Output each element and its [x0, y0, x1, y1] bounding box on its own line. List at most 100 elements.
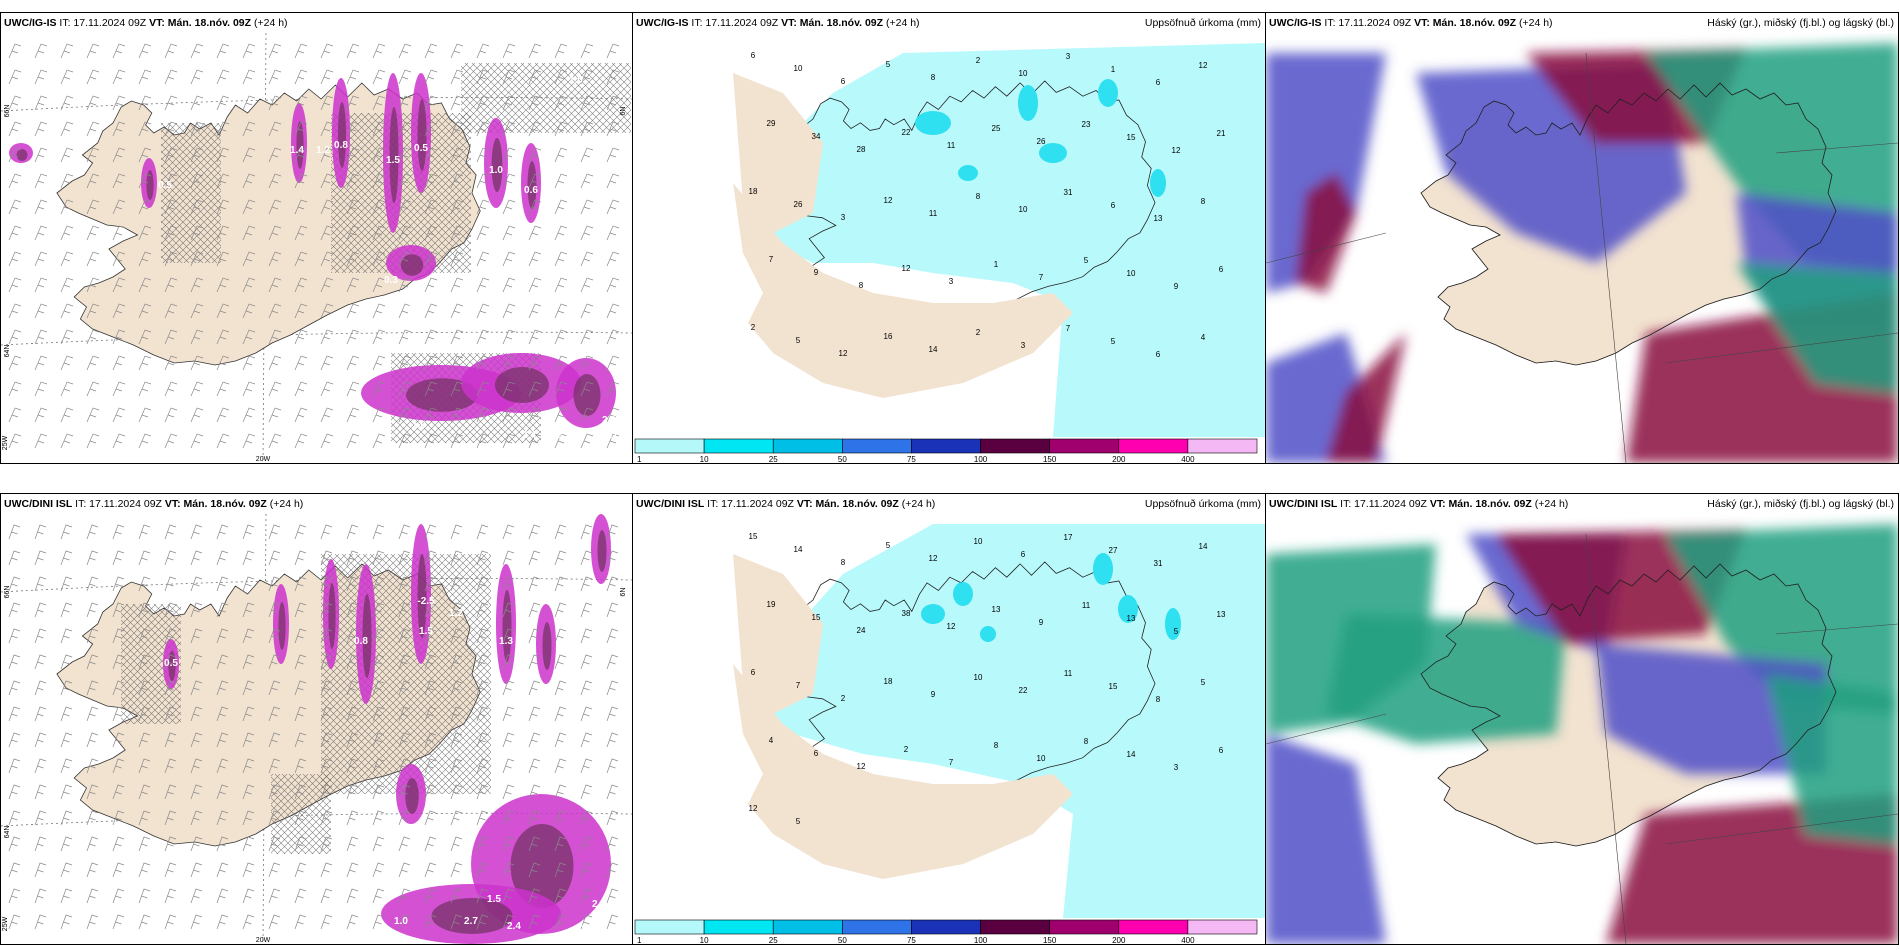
legend-swatch	[634, 438, 705, 454]
precip-heavy-area	[980, 626, 996, 642]
temperature-label: 2.4	[522, 430, 536, 441]
precip-heavy-area	[1039, 143, 1067, 163]
precip-value-label: 18	[884, 677, 893, 686]
wind-barbs	[8, 43, 620, 449]
precip-value-label: 8	[841, 558, 846, 567]
legend-swatch	[772, 919, 843, 935]
precip-value-label: 12	[902, 264, 911, 273]
temperature-label: 0.6	[524, 185, 538, 196]
graticule-label: 25W	[2, 916, 9, 931]
precip-value-label: 17	[1064, 533, 1073, 542]
legend-tick-label: 150	[1043, 936, 1057, 944]
precip-value-label: 12	[857, 762, 866, 771]
precip-value-label: 6	[1219, 265, 1224, 274]
border-lines	[1266, 52, 1898, 463]
precip-value-label: 4	[1201, 333, 1206, 342]
precip-value-label: 12	[839, 349, 848, 358]
hatched-region	[461, 63, 631, 133]
precip-value-label: 10	[974, 673, 983, 682]
precip-value-label: 10	[794, 64, 803, 73]
cloud-field	[1326, 614, 1566, 744]
temperature-contour-core	[597, 530, 607, 572]
precip-value-label: 8	[859, 281, 864, 290]
dry-land-area	[733, 73, 823, 233]
precip-light-area	[763, 524, 1265, 918]
precip-value-label: 6	[1111, 201, 1116, 210]
precip-value-label: 14	[1199, 542, 1208, 551]
precip-value-label: 15	[1109, 682, 1118, 691]
precip-value-label: 2	[751, 323, 756, 332]
legend-swatch	[772, 438, 843, 454]
cloud-field	[1326, 333, 1406, 463]
temp-wind-map: -2.5 1.2 1.5 1.3 0.8 0.5 2.6 1.5 2.7 1.0 -10.0 2.4 6…	[1, 514, 632, 944]
precip-value-label: 7	[949, 758, 954, 767]
precip-value-label: 10	[1019, 69, 1028, 78]
precip-value-label: 6	[751, 51, 756, 60]
legend-tick-label: 25	[769, 455, 778, 463]
temperature-contour-core	[542, 622, 552, 670]
temperature-label: 0.8	[354, 636, 368, 647]
temperature-label: 1.2	[449, 608, 463, 619]
precipitation-map: 1514851210617273114191524381213911135136…	[733, 524, 1265, 918]
precip-value-label: 13	[1154, 214, 1163, 223]
precip-value-label: 2	[976, 56, 981, 65]
hatched-region	[161, 123, 221, 263]
precip-value-label: 5	[886, 541, 891, 550]
temperature-label: 2.7	[464, 916, 478, 927]
precip-value-label: 29	[767, 119, 776, 128]
precip-value-label: 25	[992, 124, 1001, 133]
legend-tick-label: 150	[1043, 455, 1057, 463]
precip-value-label: 8	[994, 741, 999, 750]
panel-header: UWC/IG-IS IT: 17.11.2024 09Z VT: Mán. 18…	[633, 13, 1265, 33]
temperature-contour-core	[146, 170, 154, 200]
temperature-contour-core	[337, 102, 347, 168]
precip-value-label: 7	[796, 681, 801, 690]
precip-value-label: 7	[1066, 324, 1071, 333]
precip-heavy-area	[1093, 553, 1113, 585]
precip-value-label: 8	[1084, 737, 1089, 746]
temperature-contour-core	[278, 602, 286, 650]
cloud-field	[1766, 674, 1898, 844]
precip-value-label: 3	[1066, 52, 1071, 61]
legend-swatch	[980, 438, 1050, 454]
precip-value-label: 9	[1174, 282, 1179, 291]
precip-value-label: 18	[749, 187, 758, 196]
legend-tick-label: 100	[974, 455, 988, 463]
precip-value-label: 9	[931, 690, 936, 699]
legend-tick-label: 200	[1112, 936, 1126, 944]
legend-swatch	[1049, 438, 1120, 454]
legend-tick-label: 25	[769, 936, 778, 944]
precip-value-label: 22	[1019, 686, 1028, 695]
precip-value-label: 24	[857, 626, 866, 635]
precip-value-label: 6	[841, 77, 846, 86]
graticule-label: 20W	[256, 937, 271, 944]
cloud-field	[1736, 263, 1898, 393]
temperature-contour-core	[417, 554, 427, 638]
precip-value-label: 10	[1037, 754, 1046, 763]
precip-value-label: 7	[769, 255, 774, 264]
temperature-contour-core	[510, 824, 574, 908]
precip-value-label: 2	[904, 745, 909, 754]
precip-heavy-area	[1118, 595, 1138, 623]
temperature-label: 1.6	[412, 420, 426, 431]
panel-header: UWC/DINI ISL IT: 17.11.2024 09Z VT: Mán.…	[1266, 494, 1898, 514]
temperature-label: 1.5	[386, 155, 400, 166]
precip-value-label: 15	[1127, 133, 1136, 142]
temperature-contour-core	[573, 374, 601, 416]
precip-value-label: 6	[1156, 78, 1161, 87]
precip-value-label: 26	[1037, 137, 1046, 146]
graticule-label: 25W	[2, 435, 9, 450]
temperature-contour-core	[417, 99, 427, 171]
precip-value-label: 23	[1082, 120, 1091, 129]
cloud-cover-map	[1266, 514, 1898, 944]
precip-value-label: 4	[769, 736, 774, 745]
precip-value-label: 34	[812, 132, 821, 141]
precip-value-label: 3	[949, 277, 954, 286]
temperature-label: 3.7	[604, 430, 618, 441]
temperature-contour-core	[362, 594, 372, 678]
hatched-region	[271, 774, 331, 854]
temperature-contour-core	[168, 651, 176, 681]
cloud-field	[1296, 173, 1356, 293]
precip-value-label: 21	[1217, 129, 1226, 138]
precip-value-label: 5	[1201, 678, 1206, 687]
